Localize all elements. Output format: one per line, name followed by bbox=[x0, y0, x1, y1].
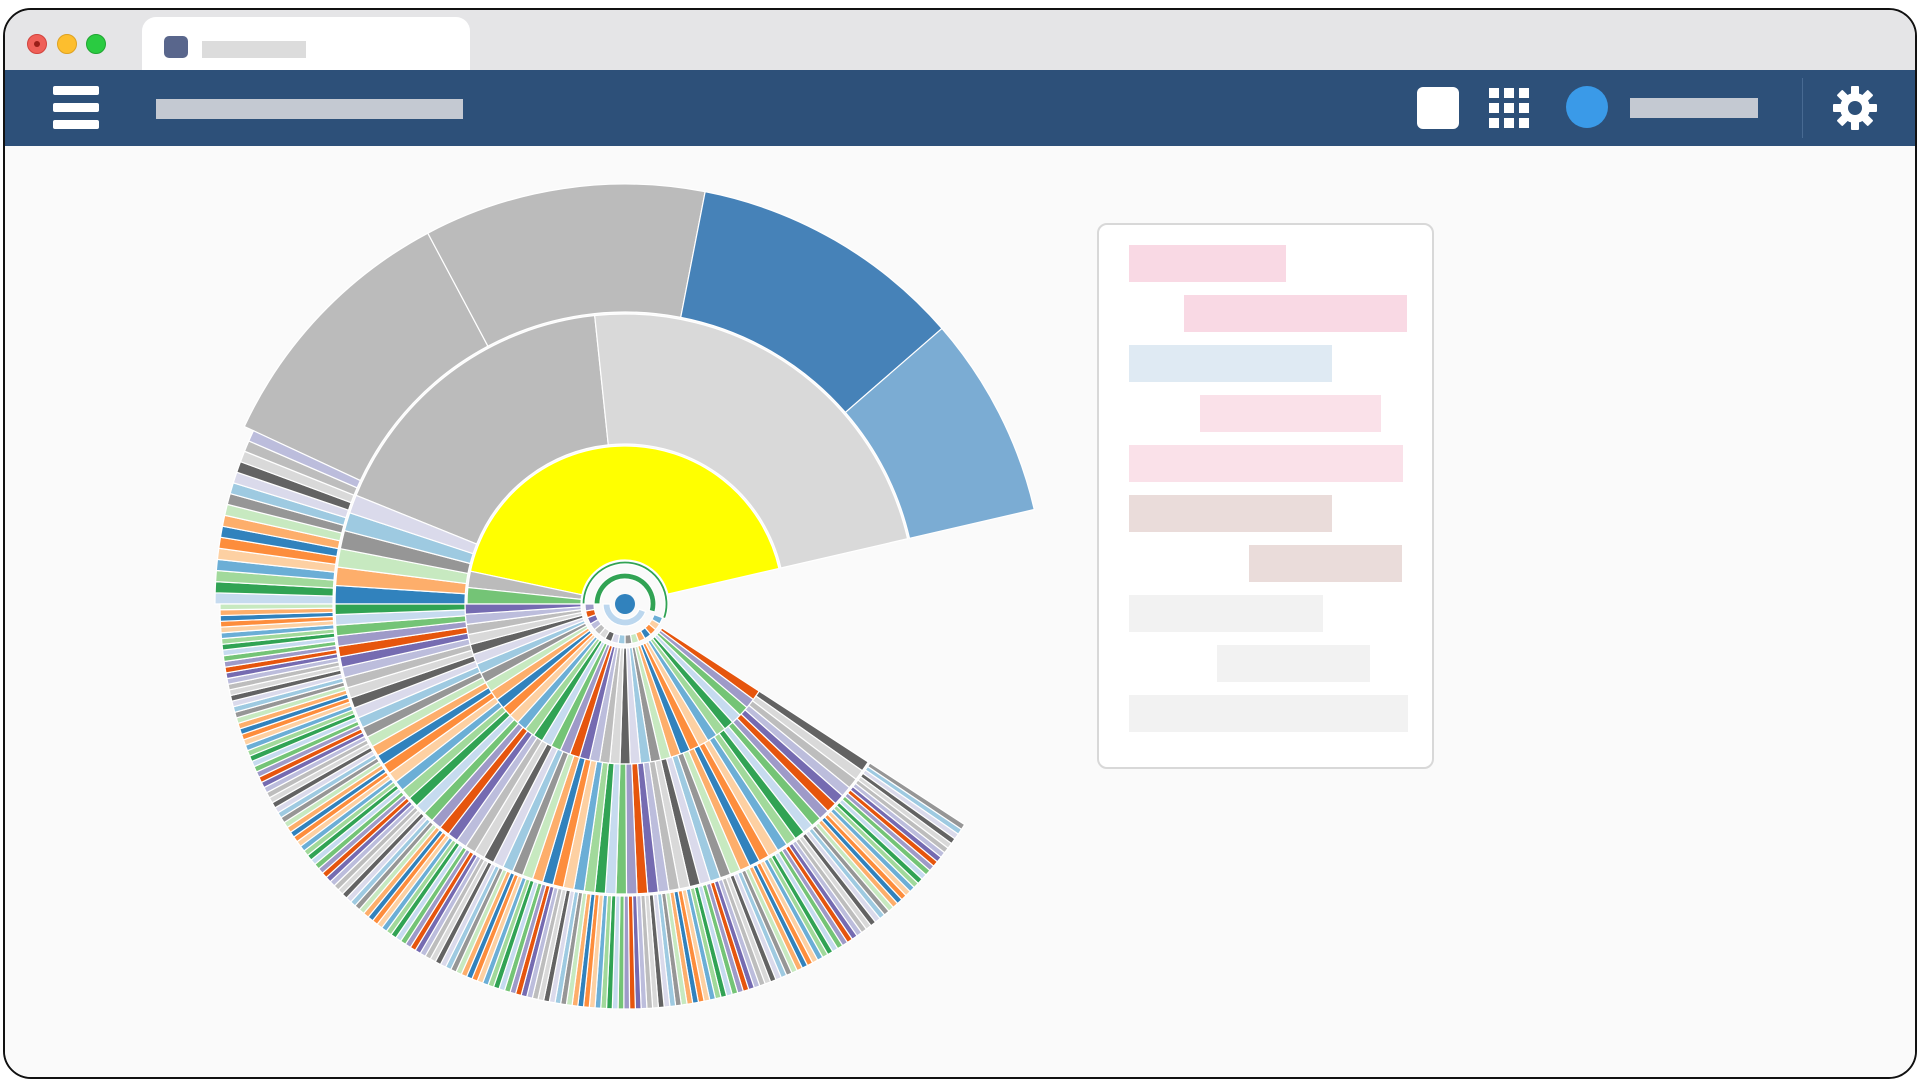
apps-grid-icon[interactable] bbox=[1489, 88, 1529, 128]
sunburst-segment[interactable] bbox=[593, 572, 657, 613]
sunburst-chart bbox=[214, 183, 1035, 1010]
sunburst-center[interactable] bbox=[615, 594, 635, 614]
legend-item[interactable] bbox=[1200, 395, 1381, 432]
browser-tab[interactable] bbox=[142, 17, 470, 70]
legend-item[interactable] bbox=[1129, 495, 1332, 532]
legend-item[interactable] bbox=[1129, 595, 1323, 632]
sunburst-segment[interactable] bbox=[594, 313, 909, 569]
minimize-icon[interactable] bbox=[57, 34, 77, 54]
tab-title-placeholder bbox=[202, 41, 306, 58]
sunburst-segment[interactable] bbox=[219, 603, 334, 611]
browser-tab-bar bbox=[5, 10, 1915, 70]
sunburst-segment[interactable] bbox=[469, 445, 780, 596]
legend-item[interactable] bbox=[1184, 295, 1407, 332]
legend-panel bbox=[1097, 223, 1434, 769]
user-name-placeholder bbox=[1630, 98, 1758, 118]
legend-item[interactable] bbox=[1249, 545, 1402, 582]
close-icon[interactable] bbox=[27, 34, 47, 54]
sunburst-segment[interactable] bbox=[844, 327, 1035, 540]
app-header bbox=[5, 70, 1915, 146]
legend-item[interactable] bbox=[1129, 445, 1403, 482]
main-content bbox=[5, 146, 1915, 1077]
square-icon[interactable] bbox=[1417, 87, 1459, 129]
sunburst-segment[interactable] bbox=[581, 560, 669, 620]
sunburst-segment[interactable] bbox=[624, 633, 633, 645]
browser-window bbox=[3, 8, 1917, 1079]
app-title-placeholder bbox=[156, 99, 463, 119]
sunburst-segment[interactable] bbox=[355, 314, 609, 545]
avatar[interactable] bbox=[1566, 86, 1608, 128]
hamburger-menu-icon[interactable] bbox=[53, 86, 99, 129]
tab-favicon-icon bbox=[164, 36, 188, 58]
gear-icon[interactable] bbox=[1833, 86, 1877, 130]
legend-item[interactable] bbox=[1217, 645, 1370, 682]
zoom-icon[interactable] bbox=[86, 34, 106, 54]
sunburst-segment[interactable] bbox=[584, 603, 596, 612]
sunburst-segment[interactable] bbox=[248, 429, 362, 489]
legend-item[interactable] bbox=[1129, 695, 1408, 732]
sunburst-segment[interactable] bbox=[334, 603, 466, 616]
legend-item[interactable] bbox=[1129, 345, 1332, 382]
sunburst-segment[interactable] bbox=[348, 494, 478, 555]
legend-item[interactable] bbox=[1129, 245, 1286, 282]
header-divider bbox=[1802, 78, 1803, 138]
sunburst-segment[interactable] bbox=[602, 603, 647, 627]
